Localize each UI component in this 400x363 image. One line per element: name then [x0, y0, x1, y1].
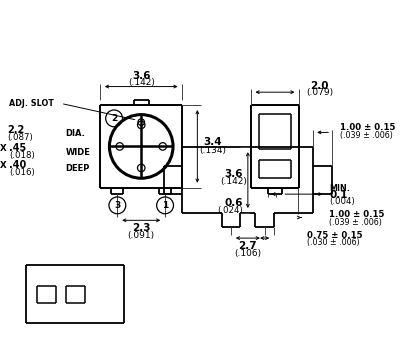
Text: (.087): (.087) [8, 132, 33, 142]
Text: 3.4: 3.4 [203, 137, 222, 147]
Text: (.016): (.016) [9, 168, 35, 177]
Text: 0.1: 0.1 [329, 190, 348, 200]
Text: 2.2: 2.2 [8, 125, 25, 135]
Text: (.079): (.079) [306, 88, 334, 97]
Text: (.039 ± .006): (.039 ± .006) [340, 131, 392, 140]
Text: .40: .40 [9, 160, 27, 170]
Text: (.091): (.091) [128, 231, 155, 240]
Text: (.030 ± .006): (.030 ± .006) [307, 238, 360, 247]
Text: 2.7: 2.7 [238, 241, 257, 250]
Text: 3.6: 3.6 [132, 71, 150, 81]
Text: 3: 3 [114, 201, 120, 210]
Text: X: X [0, 144, 7, 153]
Text: 1: 1 [162, 201, 168, 210]
Text: (.004): (.004) [329, 197, 355, 206]
Text: .45: .45 [9, 143, 27, 153]
Text: (.142): (.142) [220, 178, 247, 187]
Text: 1.00 ± 0.15: 1.00 ± 0.15 [340, 123, 395, 132]
Text: 3.6: 3.6 [224, 168, 243, 179]
Text: 2.3: 2.3 [132, 223, 150, 233]
Text: (.018): (.018) [9, 151, 35, 160]
Text: (.024): (.024) [218, 207, 243, 216]
Text: (.039 ± .006): (.039 ± .006) [329, 218, 382, 227]
Text: (.106): (.106) [234, 249, 262, 258]
Text: 1.00 ± 0.15: 1.00 ± 0.15 [329, 210, 384, 219]
Text: DEEP: DEEP [66, 164, 90, 174]
Text: WIDE: WIDE [66, 147, 90, 156]
Text: 0.6: 0.6 [225, 199, 243, 208]
Text: MIN.: MIN. [329, 184, 350, 193]
Text: ADJ. SLOT: ADJ. SLOT [9, 99, 54, 108]
Text: (.142): (.142) [128, 78, 155, 87]
Text: DIA.: DIA. [66, 129, 85, 138]
Text: 2: 2 [111, 114, 117, 123]
Text: X: X [0, 161, 7, 170]
Text: 2.0: 2.0 [311, 81, 329, 91]
Text: 0.75 ± 0.15: 0.75 ± 0.15 [307, 231, 362, 240]
Text: (.134): (.134) [199, 146, 226, 155]
